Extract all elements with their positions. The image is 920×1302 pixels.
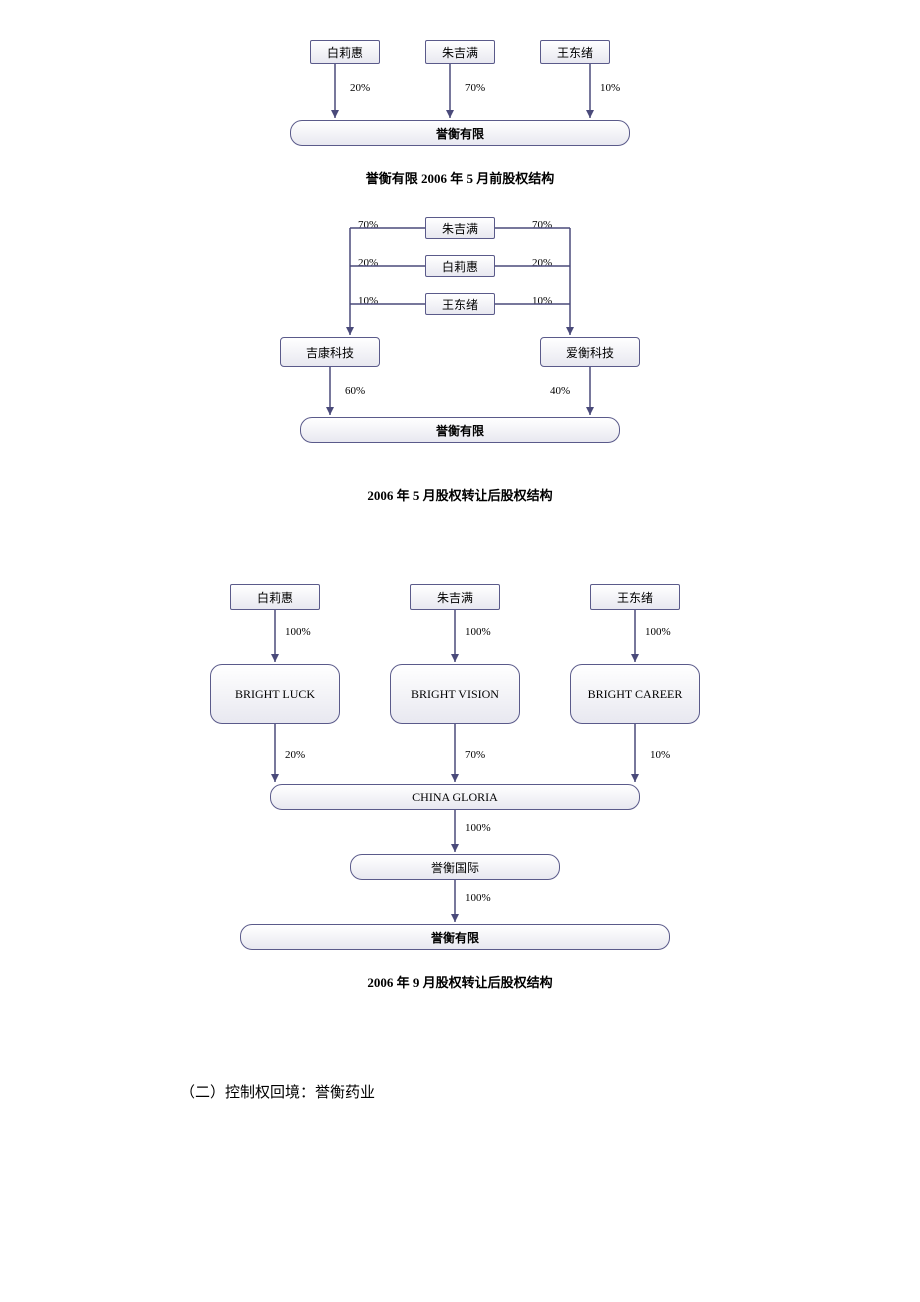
diagram-1: 白莉惠 朱吉满 王东绪誉衡有限 20% 70% 10%: [260, 40, 660, 160]
company-box: 吉康科技: [280, 337, 380, 367]
pct-label: 100%: [285, 626, 311, 638]
company-box: CHINA GLORIA: [270, 784, 640, 810]
person-box: 王东绪: [590, 584, 680, 610]
pct-label: 10%: [532, 295, 552, 307]
diagram-2: 朱吉满白莉惠王东绪吉康科技 爱衡科技誉衡有限 70% 20% 10% 70% 20% 10% 6…: [250, 217, 670, 477]
pct-label: 40%: [550, 385, 570, 397]
person-box: 朱吉满: [425, 217, 495, 239]
pct-label: 70%: [358, 219, 378, 231]
pct-label: 20%: [285, 749, 305, 761]
company-box: 誉衡有限: [240, 924, 670, 950]
pct-label: 10%: [358, 295, 378, 307]
person-box: 白莉惠: [230, 584, 320, 610]
pct-label: 100%: [465, 626, 491, 638]
company-box: 誉衡国际: [350, 854, 560, 880]
company-box: 誉衡有限: [300, 417, 620, 443]
company-box: BRIGHT LUCK: [210, 664, 340, 724]
caption-3: 2006 年 9 月股权转让后股权结构: [367, 972, 552, 991]
pct-label: 60%: [345, 385, 365, 397]
pct-label: 100%: [465, 822, 491, 834]
person-box: 朱吉满: [425, 40, 495, 64]
pct-label: 70%: [532, 219, 552, 231]
person-box: 白莉惠: [425, 255, 495, 277]
caption-2: 2006 年 5 月股权转让后股权结构: [367, 485, 552, 504]
pct-label: 100%: [645, 626, 671, 638]
diagram-3: 白莉惠 朱吉满 王东绪 BRIGHT LUCK BRIGHT VISION BRIGHT …: [190, 584, 730, 964]
pct-label: 20%: [358, 257, 378, 269]
pct-label: 20%: [350, 82, 370, 94]
person-box: 白莉惠: [310, 40, 380, 64]
company-box: BRIGHT CAREER: [570, 664, 700, 724]
pct-label: 20%: [532, 257, 552, 269]
pct-label: 100%: [465, 892, 491, 904]
company-box: 誉衡有限: [290, 120, 630, 146]
pct-label: 10%: [600, 82, 620, 94]
caption-1: 誉衡有限 2006 年 5 月前股权结构: [366, 168, 555, 187]
pct-label: 70%: [465, 82, 485, 94]
person-box: 王东绪: [540, 40, 610, 64]
person-box: 朱吉满: [410, 584, 500, 610]
person-box: 王东绪: [425, 293, 495, 315]
pct-label: 10%: [650, 749, 670, 761]
company-box: BRIGHT VISION: [390, 664, 520, 724]
company-box: 爱衡科技: [540, 337, 640, 367]
body-text: （二）控制权回境：誉衡药业: [180, 1081, 740, 1102]
pct-label: 70%: [465, 749, 485, 761]
